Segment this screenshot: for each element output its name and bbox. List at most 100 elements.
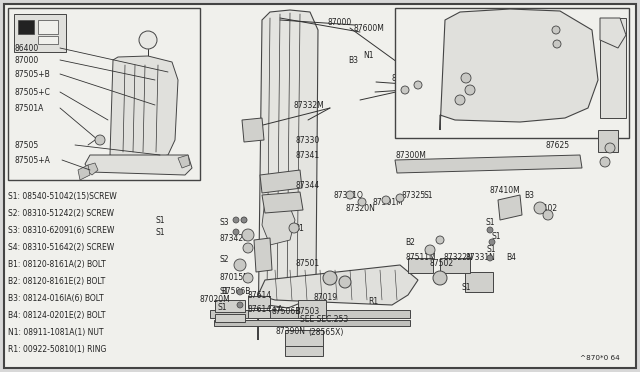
- Circle shape: [243, 273, 253, 283]
- Circle shape: [233, 229, 239, 235]
- Text: B2: 08120-8161E(2) BOLT: B2: 08120-8161E(2) BOLT: [8, 277, 105, 286]
- Circle shape: [605, 143, 615, 153]
- Circle shape: [339, 276, 351, 288]
- Polygon shape: [242, 118, 264, 142]
- Circle shape: [289, 223, 299, 233]
- Text: S4: S4: [558, 64, 568, 73]
- Text: 87611O: 87611O: [392, 74, 422, 83]
- Text: S2: 08310-51242(2) SCREW: S2: 08310-51242(2) SCREW: [8, 209, 114, 218]
- Circle shape: [139, 31, 157, 49]
- Text: S2: S2: [220, 256, 230, 264]
- Text: S1: S1: [487, 246, 497, 254]
- Text: ^870*0 64: ^870*0 64: [580, 355, 620, 361]
- Text: 87390N: 87390N: [276, 327, 306, 337]
- Circle shape: [487, 255, 493, 261]
- Text: B1: B1: [294, 224, 304, 232]
- Text: S4: 08310-51642(2) SCREW: S4: 08310-51642(2) SCREW: [8, 243, 115, 252]
- Text: S1: S1: [218, 304, 227, 312]
- Text: B2: B2: [405, 237, 415, 247]
- Text: 87322N: 87322N: [444, 253, 474, 263]
- Circle shape: [401, 86, 409, 94]
- Text: 87603: 87603: [400, 51, 424, 60]
- Text: 87503: 87503: [296, 308, 320, 317]
- Text: S1: S1: [156, 215, 166, 224]
- Text: 87511M: 87511M: [406, 253, 436, 263]
- Text: 87000: 87000: [14, 55, 38, 64]
- Circle shape: [358, 198, 366, 206]
- Circle shape: [487, 227, 493, 233]
- Bar: [210, 310, 410, 318]
- Text: S3: 08310-62091(6) SCREW: S3: 08310-62091(6) SCREW: [8, 226, 115, 235]
- Polygon shape: [86, 163, 98, 175]
- Text: B1: 08120-8161A(2) BOLT: B1: 08120-8161A(2) BOLT: [8, 260, 106, 269]
- Bar: [298, 300, 326, 318]
- Text: S1: S1: [492, 231, 502, 241]
- Circle shape: [346, 191, 354, 199]
- Text: B3: B3: [348, 55, 358, 64]
- Polygon shape: [178, 155, 190, 168]
- Bar: [38, 20, 58, 34]
- Bar: [440, 258, 470, 273]
- Text: 87505+A: 87505+A: [14, 155, 50, 164]
- Text: 87505: 87505: [14, 141, 38, 150]
- Text: B4: B4: [506, 253, 516, 263]
- Text: SEE SEC.253: SEE SEC.253: [300, 315, 348, 324]
- Bar: [285, 346, 323, 356]
- Bar: [14, 14, 66, 52]
- Circle shape: [534, 202, 546, 214]
- Text: 87614: 87614: [248, 292, 272, 301]
- Text: B3: B3: [524, 190, 534, 199]
- Text: 87000: 87000: [328, 17, 352, 26]
- Text: B3: 08124-016lA(6) BOLT: B3: 08124-016lA(6) BOLT: [8, 294, 104, 303]
- Text: S1: S1: [462, 283, 472, 292]
- Text: 87019: 87019: [314, 294, 338, 302]
- Circle shape: [543, 210, 553, 220]
- Text: 87620P: 87620P: [420, 23, 449, 32]
- Circle shape: [553, 40, 561, 48]
- Text: 87505+C: 87505+C: [14, 87, 50, 96]
- Bar: [465, 272, 493, 292]
- Text: 87410M: 87410M: [490, 186, 521, 195]
- Text: 86400: 86400: [14, 44, 38, 52]
- Circle shape: [461, 73, 471, 83]
- Bar: [214, 320, 410, 326]
- Polygon shape: [262, 192, 303, 213]
- Text: 87344: 87344: [296, 180, 320, 189]
- Circle shape: [95, 135, 105, 145]
- Circle shape: [436, 236, 444, 244]
- Text: 87630P: 87630P: [568, 23, 597, 32]
- Circle shape: [234, 259, 246, 271]
- Bar: [8, 8, 200, 180]
- Text: 87300M: 87300M: [396, 151, 427, 160]
- Text: 87506B: 87506B: [272, 308, 301, 317]
- Circle shape: [242, 229, 254, 241]
- Bar: [408, 258, 433, 273]
- Bar: [285, 330, 323, 346]
- Bar: [248, 310, 270, 318]
- Text: (28565X): (28565X): [308, 327, 344, 337]
- Bar: [215, 300, 245, 312]
- Circle shape: [414, 81, 422, 89]
- Polygon shape: [110, 56, 178, 160]
- Circle shape: [243, 243, 253, 253]
- Bar: [215, 314, 245, 322]
- Circle shape: [237, 302, 243, 308]
- Text: 87505+B: 87505+B: [14, 70, 50, 78]
- Text: S1: S1: [424, 190, 433, 199]
- Text: 87402: 87402: [534, 203, 558, 212]
- Circle shape: [237, 289, 243, 295]
- Text: 87015M: 87015M: [220, 273, 251, 282]
- Bar: [18, 20, 34, 34]
- Circle shape: [382, 196, 390, 204]
- Polygon shape: [440, 9, 598, 130]
- Text: 87401: 87401: [395, 86, 419, 94]
- Polygon shape: [258, 10, 318, 340]
- Polygon shape: [85, 155, 192, 175]
- Text: 87020M: 87020M: [200, 295, 231, 305]
- Text: 87506B: 87506B: [222, 288, 252, 296]
- Text: S1: S1: [486, 218, 495, 227]
- Circle shape: [241, 217, 247, 223]
- Circle shape: [433, 271, 447, 285]
- Circle shape: [489, 239, 495, 245]
- Circle shape: [396, 194, 404, 202]
